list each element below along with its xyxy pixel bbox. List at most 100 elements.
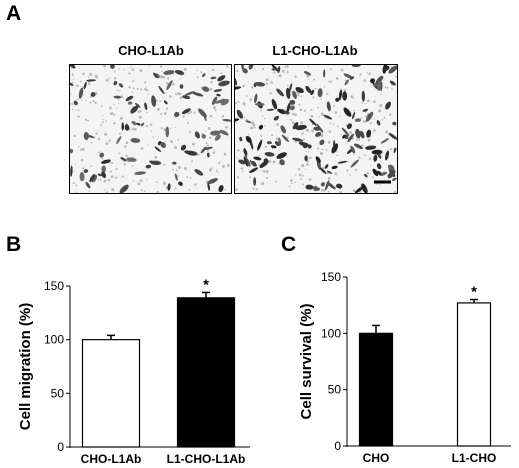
cell [341, 127, 350, 136]
speckle [197, 153, 200, 156]
speckle [73, 182, 76, 185]
speckle [373, 100, 376, 103]
survival-y-axis-label: Cell survival (%) [298, 304, 315, 420]
speckle [294, 75, 297, 78]
cell [276, 152, 287, 159]
speckle [172, 83, 175, 86]
speckle [116, 107, 118, 110]
cell [207, 152, 210, 158]
speckle [367, 99, 370, 103]
cell [254, 93, 258, 104]
speckle [286, 65, 289, 68]
speckle [242, 102, 246, 106]
speckle [363, 79, 366, 82]
speckle [170, 127, 172, 129]
speckle [386, 86, 389, 89]
speckle [132, 87, 135, 90]
cell [319, 139, 325, 146]
panel-c-letter: C [281, 233, 297, 256]
speckle [224, 188, 226, 191]
speckle [136, 87, 139, 90]
speckle [340, 68, 344, 72]
speckle [105, 120, 108, 122]
speckle [305, 150, 307, 153]
speckle [348, 161, 350, 164]
speckle [119, 89, 121, 92]
cell [388, 65, 397, 74]
micrograph-cho-l1ab [69, 64, 232, 194]
cell [370, 78, 376, 84]
speckle [76, 98, 79, 101]
speckle [132, 80, 135, 83]
speckle [84, 100, 87, 102]
speckle [131, 164, 134, 167]
cell [253, 177, 257, 186]
speckle [273, 71, 276, 74]
cell [249, 167, 259, 173]
speckle [186, 176, 189, 178]
speckle [248, 133, 250, 136]
speckle [125, 154, 128, 157]
speckle [139, 110, 142, 113]
speckle [299, 173, 302, 177]
speckle [300, 177, 303, 180]
chart-cell-survival: 0 50 100 150 Cell survival (%) CHO L1-CHO * [298, 270, 511, 465]
speckle [337, 125, 339, 128]
cell [376, 120, 381, 126]
speckle [189, 130, 192, 134]
speckle [327, 177, 331, 180]
speckle [137, 110, 141, 114]
cell [120, 157, 127, 162]
speckle [183, 67, 187, 71]
cell [302, 142, 309, 149]
speckle [70, 93, 72, 96]
speckle [210, 81, 213, 84]
cell [174, 173, 178, 181]
speckle [332, 104, 335, 107]
cell [387, 164, 395, 171]
speckle [265, 170, 269, 174]
speckle [292, 112, 295, 116]
cell [344, 79, 350, 86]
speckle [308, 151, 310, 153]
speckle [107, 178, 111, 182]
chart-cell-migration: 0 50 100 150 Cell migration (%) CHO-L1Ab L1-CH… [17, 276, 250, 466]
speckle [174, 187, 177, 190]
cell [127, 101, 133, 105]
speckle [140, 147, 144, 150]
cell [235, 118, 240, 122]
speckle [284, 65, 287, 68]
speckle [145, 124, 148, 128]
speckle [254, 67, 256, 70]
speckle [320, 188, 324, 192]
speckle [294, 181, 296, 183]
speckle [174, 92, 177, 96]
speckle [366, 171, 369, 175]
cell [342, 134, 347, 139]
cell [253, 156, 262, 161]
speckle [75, 109, 77, 111]
speckle [249, 98, 253, 101]
speckle [128, 72, 131, 75]
cell [264, 152, 275, 157]
speckle [218, 161, 221, 164]
speckle [144, 81, 147, 84]
speckle [257, 164, 260, 166]
cell [361, 90, 365, 102]
cell [292, 122, 299, 130]
speckle [302, 138, 305, 141]
speckle [379, 104, 383, 108]
speckle [299, 108, 303, 112]
cell [130, 105, 139, 114]
cell [285, 87, 291, 100]
speckle [113, 122, 116, 125]
speckle [191, 142, 195, 146]
speckle [318, 116, 321, 118]
speckle [145, 86, 147, 88]
speckle [381, 118, 384, 121]
speckle [329, 80, 333, 83]
speckle [89, 101, 92, 104]
cell [350, 159, 359, 168]
speckle [339, 190, 342, 193]
speckle [108, 77, 110, 80]
